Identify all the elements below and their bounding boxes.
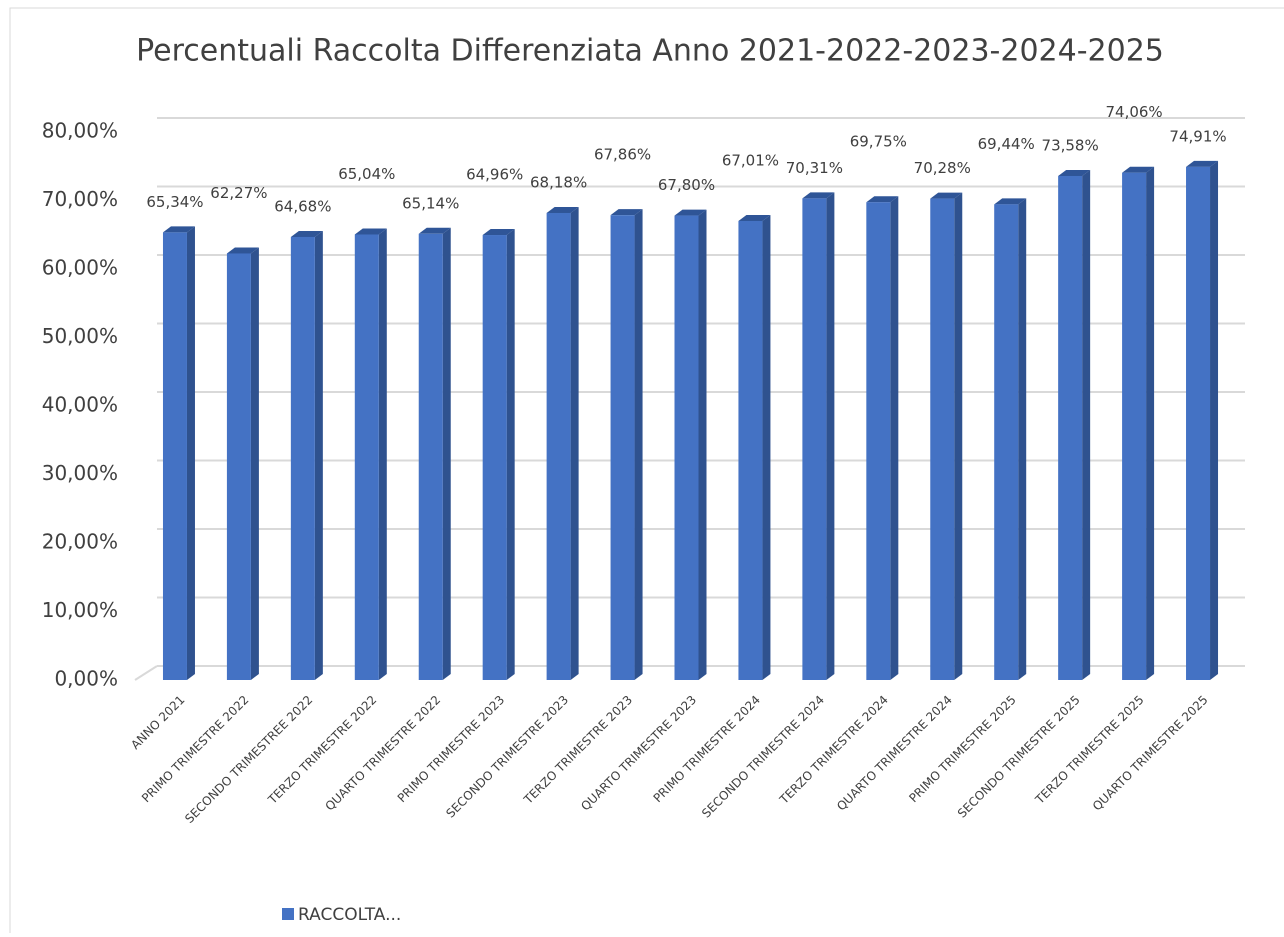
bar-top [418, 227, 451, 234]
bar-top [674, 209, 707, 216]
bar-top [546, 206, 579, 213]
bar-side [314, 230, 323, 680]
bar [162, 232, 187, 680]
bar-side [186, 226, 195, 680]
data-label: 70,28% [914, 159, 971, 177]
bar-side [826, 192, 835, 680]
y-tick-label: 70,00% [42, 187, 118, 211]
y-tick-label: 50,00% [42, 324, 118, 348]
bar-top [994, 198, 1027, 205]
bar [866, 202, 891, 680]
data-label: 62,27% [210, 184, 267, 202]
bar-top [610, 209, 643, 216]
bar-side [1146, 166, 1155, 681]
bar [930, 198, 955, 680]
bar-top [162, 226, 195, 233]
bar [354, 234, 379, 680]
bar [226, 253, 251, 680]
bar-side [634, 209, 643, 680]
bar-side [954, 192, 963, 680]
data-label: 64,68% [274, 197, 331, 215]
bar-top [1058, 169, 1091, 176]
bar-side [1082, 169, 1091, 681]
y-tick-label: 0,00% [54, 667, 118, 691]
bar [738, 220, 763, 680]
bar-top [1186, 160, 1219, 167]
legend-swatch [282, 908, 294, 920]
bar-side [442, 227, 451, 680]
data-label: 64,96% [466, 166, 523, 184]
bar [802, 198, 827, 680]
data-label: 65,04% [338, 165, 395, 183]
bar-top [226, 247, 259, 254]
y-tick-label: 30,00% [42, 461, 118, 485]
floor-edge [134, 665, 158, 681]
data-label: 67,01% [722, 151, 779, 169]
bar [418, 233, 443, 680]
bar-side [570, 206, 579, 681]
data-label: 74,91% [1169, 127, 1226, 145]
bar-side [1018, 198, 1027, 680]
bar [1186, 166, 1211, 680]
bar-side [506, 229, 515, 681]
bar [1122, 172, 1147, 680]
data-label: 67,80% [658, 176, 715, 194]
bar-top [866, 196, 899, 203]
bar-side [698, 209, 707, 680]
bar-side [762, 214, 771, 680]
data-label: 74,06% [1105, 103, 1162, 121]
bar-top [738, 214, 771, 221]
y-tick-label: 10,00% [42, 598, 118, 622]
y-tick-label: 20,00% [42, 530, 118, 554]
data-label: 73,58% [1042, 136, 1099, 154]
bar [994, 204, 1019, 680]
legend-label: RACCOLTA... [298, 905, 401, 925]
bar-top [354, 228, 387, 235]
data-label: 69,75% [850, 133, 907, 151]
bar [546, 212, 571, 681]
bar-side [378, 228, 387, 680]
chart-title: Percentuali Raccolta Differenziata Anno … [136, 34, 1164, 69]
bar-top [1122, 166, 1155, 173]
bar-top [290, 230, 323, 237]
data-label: 65,14% [402, 194, 459, 212]
bar-top [930, 192, 963, 199]
bar [482, 235, 507, 681]
y-tick-label: 80,00% [42, 119, 118, 143]
y-tick-label: 40,00% [42, 393, 118, 417]
bar-side [890, 196, 899, 680]
bar-top [482, 229, 515, 236]
bar [290, 236, 315, 680]
data-label: 67,86% [594, 146, 651, 164]
bar-side [1210, 160, 1219, 680]
data-label: 68,18% [530, 173, 587, 191]
bar [1058, 175, 1083, 681]
data-label: 70,31% [786, 159, 843, 177]
bar-side [250, 247, 259, 680]
data-label: 65,34% [146, 193, 203, 211]
y-tick-label: 60,00% [42, 256, 118, 280]
bar-top [802, 192, 835, 199]
data-label: 69,44% [978, 135, 1035, 153]
bar [610, 215, 635, 680]
bar [674, 215, 699, 680]
